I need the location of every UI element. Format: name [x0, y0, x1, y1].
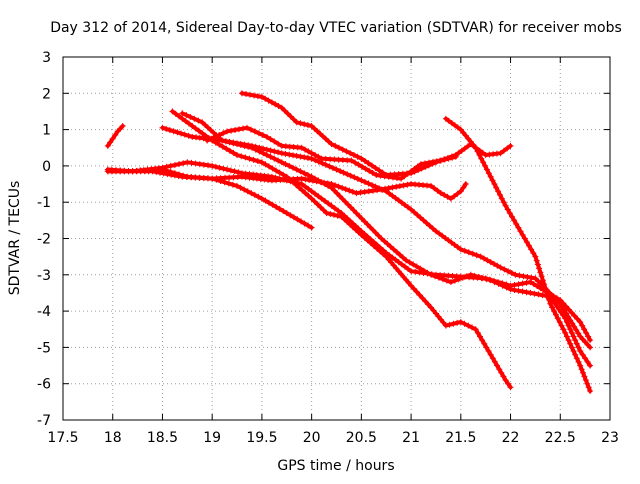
series-markers [179, 110, 594, 369]
y-tick-label: -2 [37, 232, 51, 248]
y-tick-label: -4 [37, 304, 51, 320]
y-tick-label: -7 [37, 413, 51, 429]
x-tick-label: 19 [203, 430, 221, 446]
x-tick-label: 22 [502, 430, 520, 446]
x-tick-label: 20.5 [346, 430, 377, 446]
x-axis-title: GPS time / hours [277, 458, 394, 474]
y-tick-label: 0 [42, 159, 51, 175]
series-layer [104, 90, 594, 394]
x-tick-label: 19.5 [246, 430, 277, 446]
chart-title: Day 312 of 2014, Sidereal Day-to-day VTE… [50, 20, 622, 36]
tick-layer: 17.5 18 18.5 19 19.5 20 20.5 21 21.5 22 22.5 233210… [37, 50, 619, 446]
series-markers [169, 108, 514, 391]
x-tick-label: 20 [303, 430, 321, 446]
series-markers [204, 124, 459, 182]
y-tick-label: -5 [37, 340, 51, 356]
x-tick-label: 23 [601, 430, 619, 446]
y-tick-label: -6 [37, 377, 51, 393]
y-tick-label: 2 [42, 86, 51, 102]
y-tick-label: -1 [37, 195, 51, 211]
series-s6 [169, 108, 514, 391]
series-markers [104, 123, 126, 149]
series-s1 [104, 123, 126, 149]
y-tick-label: 1 [42, 123, 51, 139]
x-tick-label: 18.5 [147, 430, 178, 446]
series-s10 [442, 115, 594, 394]
x-tick-label: 21 [402, 430, 420, 446]
series-s9 [204, 124, 459, 182]
x-tick-label: 21.5 [445, 430, 476, 446]
y-tick-label: 3 [42, 50, 51, 66]
y-tick-label: -3 [37, 268, 51, 284]
series-markers [442, 115, 594, 394]
grid-layer [63, 57, 610, 420]
plot-frame [62, 56, 611, 421]
x-tick-label: 22.5 [545, 430, 576, 446]
x-tick-label: 17.5 [47, 430, 78, 446]
y-axis-title: SDTVAR / TECUs [7, 181, 23, 296]
x-tick-label: 18 [104, 430, 122, 446]
